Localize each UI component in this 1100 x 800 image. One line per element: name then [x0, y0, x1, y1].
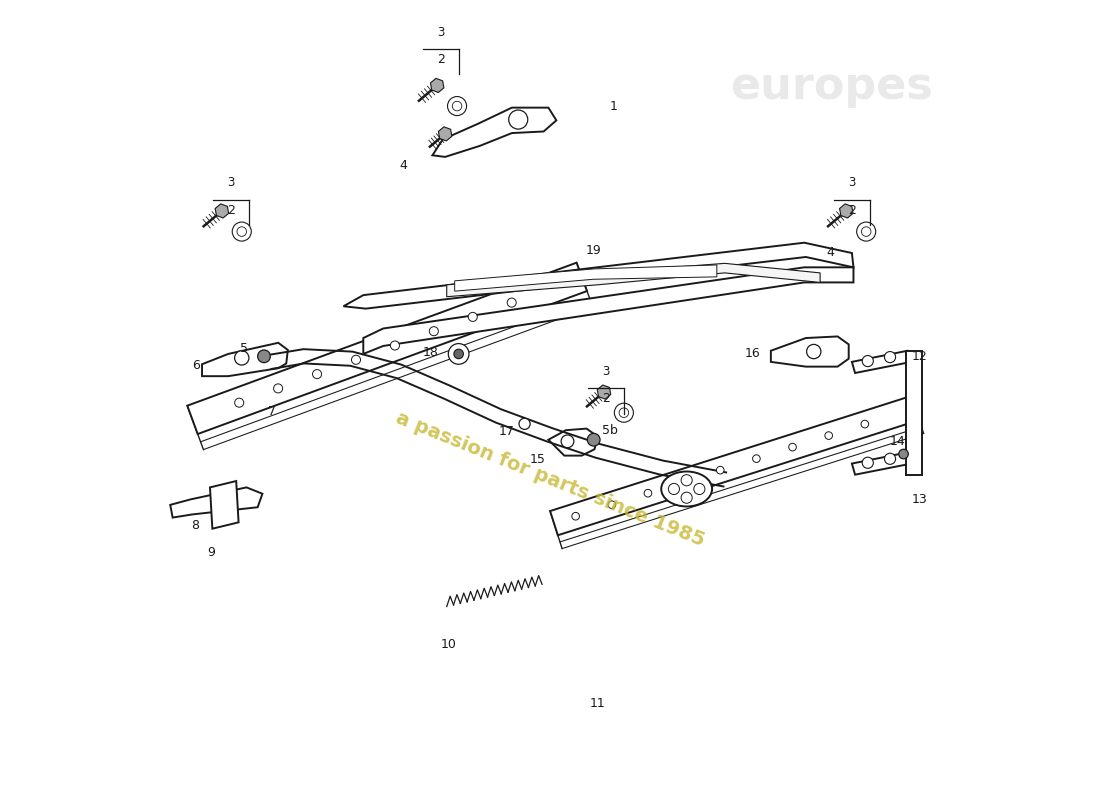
Text: europes: europes	[730, 65, 934, 108]
Polygon shape	[210, 481, 239, 529]
Circle shape	[448, 97, 466, 115]
Text: 16: 16	[745, 347, 760, 361]
Circle shape	[234, 350, 249, 365]
Circle shape	[232, 222, 251, 241]
Circle shape	[608, 501, 616, 509]
Text: 10: 10	[441, 638, 456, 651]
Circle shape	[716, 466, 724, 474]
Circle shape	[862, 355, 873, 366]
Circle shape	[454, 349, 463, 358]
Circle shape	[884, 351, 895, 362]
Circle shape	[861, 227, 871, 236]
Text: 3: 3	[603, 365, 609, 378]
Text: 2: 2	[602, 392, 609, 405]
Circle shape	[789, 443, 796, 451]
Circle shape	[352, 355, 361, 364]
Circle shape	[572, 513, 580, 520]
Text: 3: 3	[228, 177, 234, 190]
Circle shape	[429, 326, 439, 336]
Circle shape	[680, 478, 688, 486]
Circle shape	[752, 455, 760, 462]
Text: 2: 2	[437, 53, 444, 66]
Text: 4: 4	[826, 246, 834, 258]
Circle shape	[508, 110, 528, 129]
Circle shape	[452, 102, 462, 111]
Circle shape	[587, 434, 601, 446]
Polygon shape	[363, 267, 854, 354]
Circle shape	[806, 344, 821, 358]
Text: 13: 13	[912, 493, 927, 506]
Circle shape	[615, 403, 634, 422]
Ellipse shape	[661, 471, 712, 506]
Polygon shape	[187, 262, 587, 434]
Text: 5: 5	[240, 342, 249, 355]
Polygon shape	[202, 342, 288, 376]
Circle shape	[390, 341, 399, 350]
Text: 3: 3	[437, 26, 444, 38]
Polygon shape	[550, 396, 920, 535]
Text: 19: 19	[586, 244, 602, 257]
Polygon shape	[906, 350, 922, 474]
Circle shape	[857, 222, 876, 241]
Polygon shape	[170, 487, 263, 518]
Circle shape	[274, 384, 283, 393]
Polygon shape	[851, 453, 912, 474]
Text: a passion for parts since 1985: a passion for parts since 1985	[393, 409, 707, 550]
Text: 14: 14	[890, 435, 905, 448]
Circle shape	[561, 435, 574, 448]
Circle shape	[236, 227, 246, 236]
Circle shape	[507, 298, 516, 307]
Polygon shape	[454, 265, 717, 291]
Polygon shape	[439, 127, 452, 141]
Text: 12: 12	[912, 350, 927, 363]
Polygon shape	[447, 263, 821, 297]
Polygon shape	[432, 108, 557, 157]
Circle shape	[312, 370, 321, 378]
Circle shape	[645, 490, 652, 497]
Polygon shape	[771, 337, 849, 366]
Circle shape	[469, 312, 477, 322]
Circle shape	[681, 474, 692, 486]
Text: 2: 2	[848, 204, 856, 217]
Circle shape	[825, 432, 833, 439]
Text: 3: 3	[848, 177, 856, 190]
Circle shape	[519, 418, 530, 430]
Text: 18: 18	[422, 346, 439, 359]
Circle shape	[669, 483, 680, 494]
Circle shape	[257, 350, 271, 362]
Polygon shape	[851, 350, 912, 373]
Circle shape	[899, 450, 909, 458]
Text: 15: 15	[530, 453, 546, 466]
Circle shape	[861, 420, 869, 428]
Text: 5b: 5b	[602, 424, 617, 437]
Polygon shape	[343, 242, 854, 309]
Text: 6: 6	[192, 359, 200, 372]
Polygon shape	[839, 204, 853, 218]
Circle shape	[234, 398, 244, 407]
Text: 7: 7	[268, 406, 276, 418]
Text: 1: 1	[609, 99, 617, 113]
Text: 17: 17	[498, 426, 515, 438]
Polygon shape	[430, 78, 444, 93]
Circle shape	[449, 343, 469, 364]
Polygon shape	[549, 429, 597, 456]
Text: 2: 2	[227, 204, 235, 217]
Text: 11: 11	[590, 697, 605, 710]
Text: 8: 8	[191, 519, 199, 532]
Text: 9: 9	[207, 546, 215, 559]
Text: 4: 4	[399, 159, 407, 172]
Circle shape	[884, 454, 895, 464]
Polygon shape	[216, 204, 229, 218]
Circle shape	[862, 457, 873, 468]
Circle shape	[619, 408, 629, 418]
Polygon shape	[597, 385, 611, 399]
Circle shape	[681, 492, 692, 503]
Circle shape	[694, 483, 705, 494]
